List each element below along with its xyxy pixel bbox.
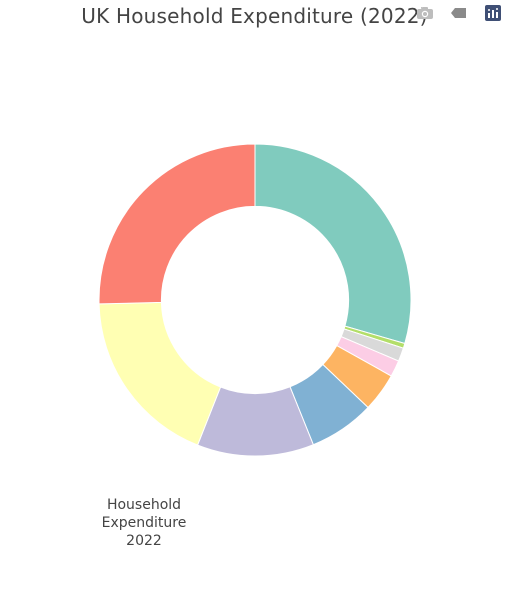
- camera-icon[interactable]: [415, 4, 435, 22]
- donut-slice-8[interactable]: [98, 301, 222, 446]
- tag-icon[interactable]: [449, 4, 469, 22]
- plotly-logo-icon[interactable]: [483, 4, 503, 22]
- legend-title-line-1: Household: [106, 497, 182, 513]
- chart-title: UK Household Expenditure (2022): [81, 4, 428, 28]
- legend-title-line-2: Expenditure: [101, 515, 187, 531]
- donut-slice-1[interactable]: [254, 143, 412, 345]
- modebar: [415, 4, 503, 22]
- donut-slice-9[interactable]: [98, 143, 256, 305]
- legend-title: Household Expenditure 2022: [84, 496, 204, 550]
- legend-title-line-3: 2022: [126, 533, 162, 549]
